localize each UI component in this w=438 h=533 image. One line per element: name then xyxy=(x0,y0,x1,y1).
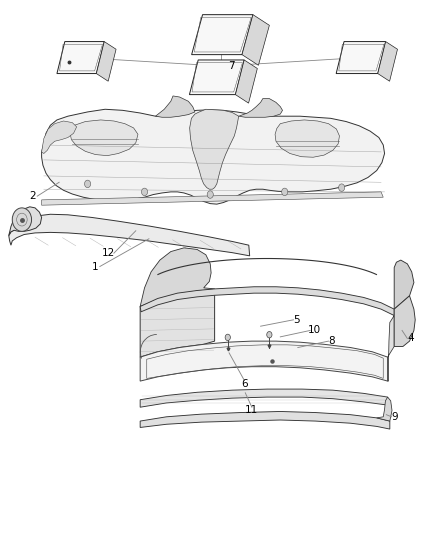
Polygon shape xyxy=(192,15,253,54)
Polygon shape xyxy=(42,121,77,154)
Polygon shape xyxy=(9,207,42,236)
Circle shape xyxy=(225,334,230,341)
Polygon shape xyxy=(140,411,390,429)
Polygon shape xyxy=(242,15,269,65)
Circle shape xyxy=(12,208,32,231)
Circle shape xyxy=(282,188,288,196)
Circle shape xyxy=(339,184,345,191)
Polygon shape xyxy=(394,296,415,346)
Polygon shape xyxy=(42,192,383,205)
Text: 5: 5 xyxy=(293,315,300,325)
Circle shape xyxy=(141,188,148,196)
Polygon shape xyxy=(239,99,283,117)
Circle shape xyxy=(207,191,213,198)
Text: 1: 1 xyxy=(92,262,99,271)
Circle shape xyxy=(267,332,272,338)
Circle shape xyxy=(85,180,91,188)
Text: 11: 11 xyxy=(245,406,258,415)
Text: 9: 9 xyxy=(392,412,399,422)
Text: 2: 2 xyxy=(29,191,36,201)
Text: 6: 6 xyxy=(241,379,248,389)
Polygon shape xyxy=(96,42,116,81)
Polygon shape xyxy=(189,60,244,95)
Polygon shape xyxy=(42,109,385,204)
Text: 4: 4 xyxy=(407,334,414,343)
Polygon shape xyxy=(70,120,138,156)
Polygon shape xyxy=(140,389,388,407)
Text: 12: 12 xyxy=(102,248,115,258)
Polygon shape xyxy=(275,120,339,157)
Polygon shape xyxy=(236,60,257,103)
Polygon shape xyxy=(394,260,414,309)
Polygon shape xyxy=(140,341,388,381)
Text: 8: 8 xyxy=(328,336,336,346)
Polygon shape xyxy=(155,96,195,117)
Polygon shape xyxy=(9,214,250,256)
Polygon shape xyxy=(140,287,394,316)
Polygon shape xyxy=(190,109,239,189)
Polygon shape xyxy=(388,309,394,381)
Polygon shape xyxy=(57,42,104,74)
Polygon shape xyxy=(378,42,398,81)
Polygon shape xyxy=(377,397,392,421)
Text: 10: 10 xyxy=(308,326,321,335)
Polygon shape xyxy=(140,289,215,357)
Polygon shape xyxy=(140,248,215,306)
Text: 7: 7 xyxy=(228,61,234,71)
Polygon shape xyxy=(336,42,385,74)
